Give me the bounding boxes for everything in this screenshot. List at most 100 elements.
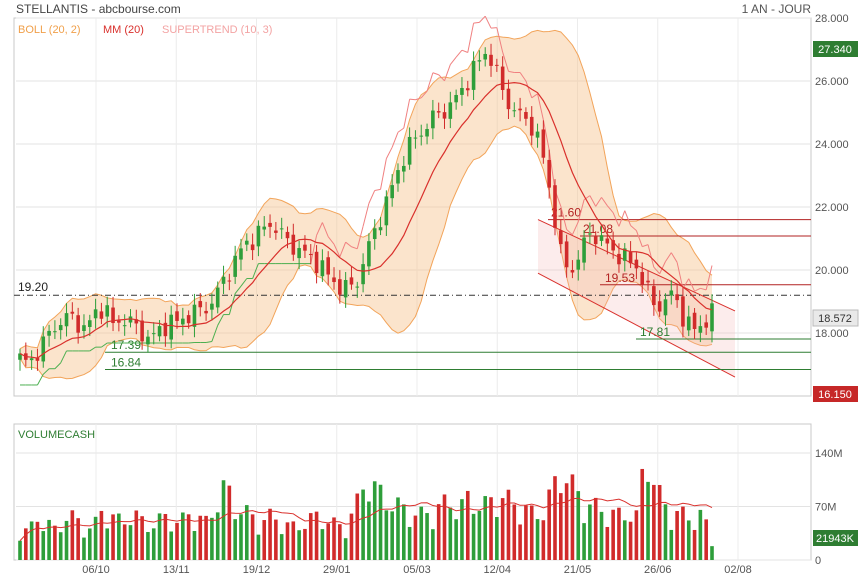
volume-bar [122, 524, 127, 560]
volume-bar [256, 534, 261, 560]
supertrend-segment [630, 225, 637, 231]
supertrend-segment [380, 158, 387, 190]
candle-body [500, 66, 505, 90]
supertrend-segment [449, 56, 457, 65]
bollinger-fill [20, 30, 712, 379]
x-tick-label: 05/03 [403, 564, 431, 576]
volume-bar [396, 497, 400, 560]
candle-body [87, 320, 92, 328]
x-tick-label: 19/12 [243, 564, 271, 576]
volume-bar [553, 476, 557, 560]
period-label[interactable]: 1 AN - JOUR [742, 2, 812, 16]
candle-body [338, 279, 342, 295]
volume-bar [657, 485, 662, 560]
candle-body [460, 87, 464, 95]
volume-bar [686, 520, 691, 560]
candle-body [663, 299, 668, 316]
channel-fill [538, 219, 735, 378]
volume-bar [407, 526, 412, 560]
volume-bar [93, 516, 98, 560]
x-tick-label: 02/08 [724, 564, 752, 576]
supertrend-segment [688, 278, 696, 292]
supertrend-segment [705, 265, 713, 290]
supertrend-segment [467, 23, 475, 53]
supertrend-segment [89, 346, 96, 352]
volume-bar [181, 512, 185, 560]
volume-bar [512, 504, 517, 560]
supertrend-segment [321, 222, 329, 237]
supertrend-segment [333, 244, 341, 258]
volume-bar [355, 493, 360, 560]
volume-bar [704, 519, 708, 560]
candle-body [378, 227, 383, 231]
volume-bar [460, 499, 464, 560]
supertrend-segment [577, 199, 585, 222]
candle-body [710, 303, 714, 332]
volume-bar [611, 509, 615, 560]
supertrend-segment [101, 342, 108, 348]
volume-bar [58, 532, 63, 560]
volume-bar [157, 513, 162, 560]
supertrend-segment [461, 49, 468, 53]
candle-body [529, 116, 534, 136]
candle-body [483, 53, 488, 60]
supertrend-segment [571, 221, 579, 235]
candle-body [582, 237, 586, 263]
volume-bars [18, 468, 714, 560]
candle-body [308, 253, 313, 256]
volume-bar [378, 484, 383, 560]
supertrend-segment [403, 99, 411, 129]
supertrend-segment [310, 235, 318, 264]
supertrend-segment [676, 262, 684, 289]
volume-bar [582, 523, 586, 560]
candle-body [117, 320, 121, 323]
supertrend-segment [560, 206, 568, 230]
price-y-tick: 22.000 [815, 202, 849, 214]
candle-body [401, 165, 406, 172]
volume-bar [64, 520, 69, 560]
supertrend-segment [502, 52, 509, 72]
volume-bar [87, 528, 92, 560]
candle-body [163, 322, 168, 337]
volume-bar [454, 519, 458, 560]
candle-body [611, 240, 615, 251]
level-label: 17.39 [111, 338, 141, 352]
supertrend-segment [508, 70, 515, 73]
candle-body [547, 159, 551, 188]
volume-bar [628, 521, 633, 560]
volume-bar [681, 506, 685, 560]
level-label: 21.60 [551, 206, 581, 220]
candle-body [419, 135, 424, 137]
candle-body [186, 315, 191, 324]
price-y-tick: 26.000 [815, 76, 849, 88]
volume-bar [308, 513, 313, 560]
supertrend-segment [37, 374, 44, 386]
volume-bar [518, 524, 522, 560]
candle-body [215, 287, 220, 308]
candle-body [559, 230, 563, 245]
supertrend-segment [339, 242, 347, 258]
volume-bar [442, 494, 447, 560]
level-label: 17.81 [640, 325, 670, 339]
candle-body [239, 248, 243, 260]
volume-bar [105, 528, 110, 560]
volume-bar [18, 540, 22, 560]
supertrend-segment [188, 342, 195, 344]
last-price-badge [813, 41, 858, 57]
volume-bar [372, 481, 377, 560]
supertrend-segment [653, 266, 661, 275]
supertrend-segment [700, 287, 707, 291]
volume-bar [291, 521, 296, 560]
supertrend-segment [397, 127, 405, 133]
candle-body [76, 315, 80, 333]
candle-body [681, 296, 685, 327]
candle-body [35, 357, 40, 361]
volume-bar [320, 529, 325, 560]
volume-bar [163, 513, 168, 560]
candle-body [268, 222, 272, 227]
candle-body [593, 236, 598, 245]
volume-bar [279, 534, 284, 560]
level-label: 19.20 [18, 280, 48, 294]
candle-body [58, 325, 63, 331]
